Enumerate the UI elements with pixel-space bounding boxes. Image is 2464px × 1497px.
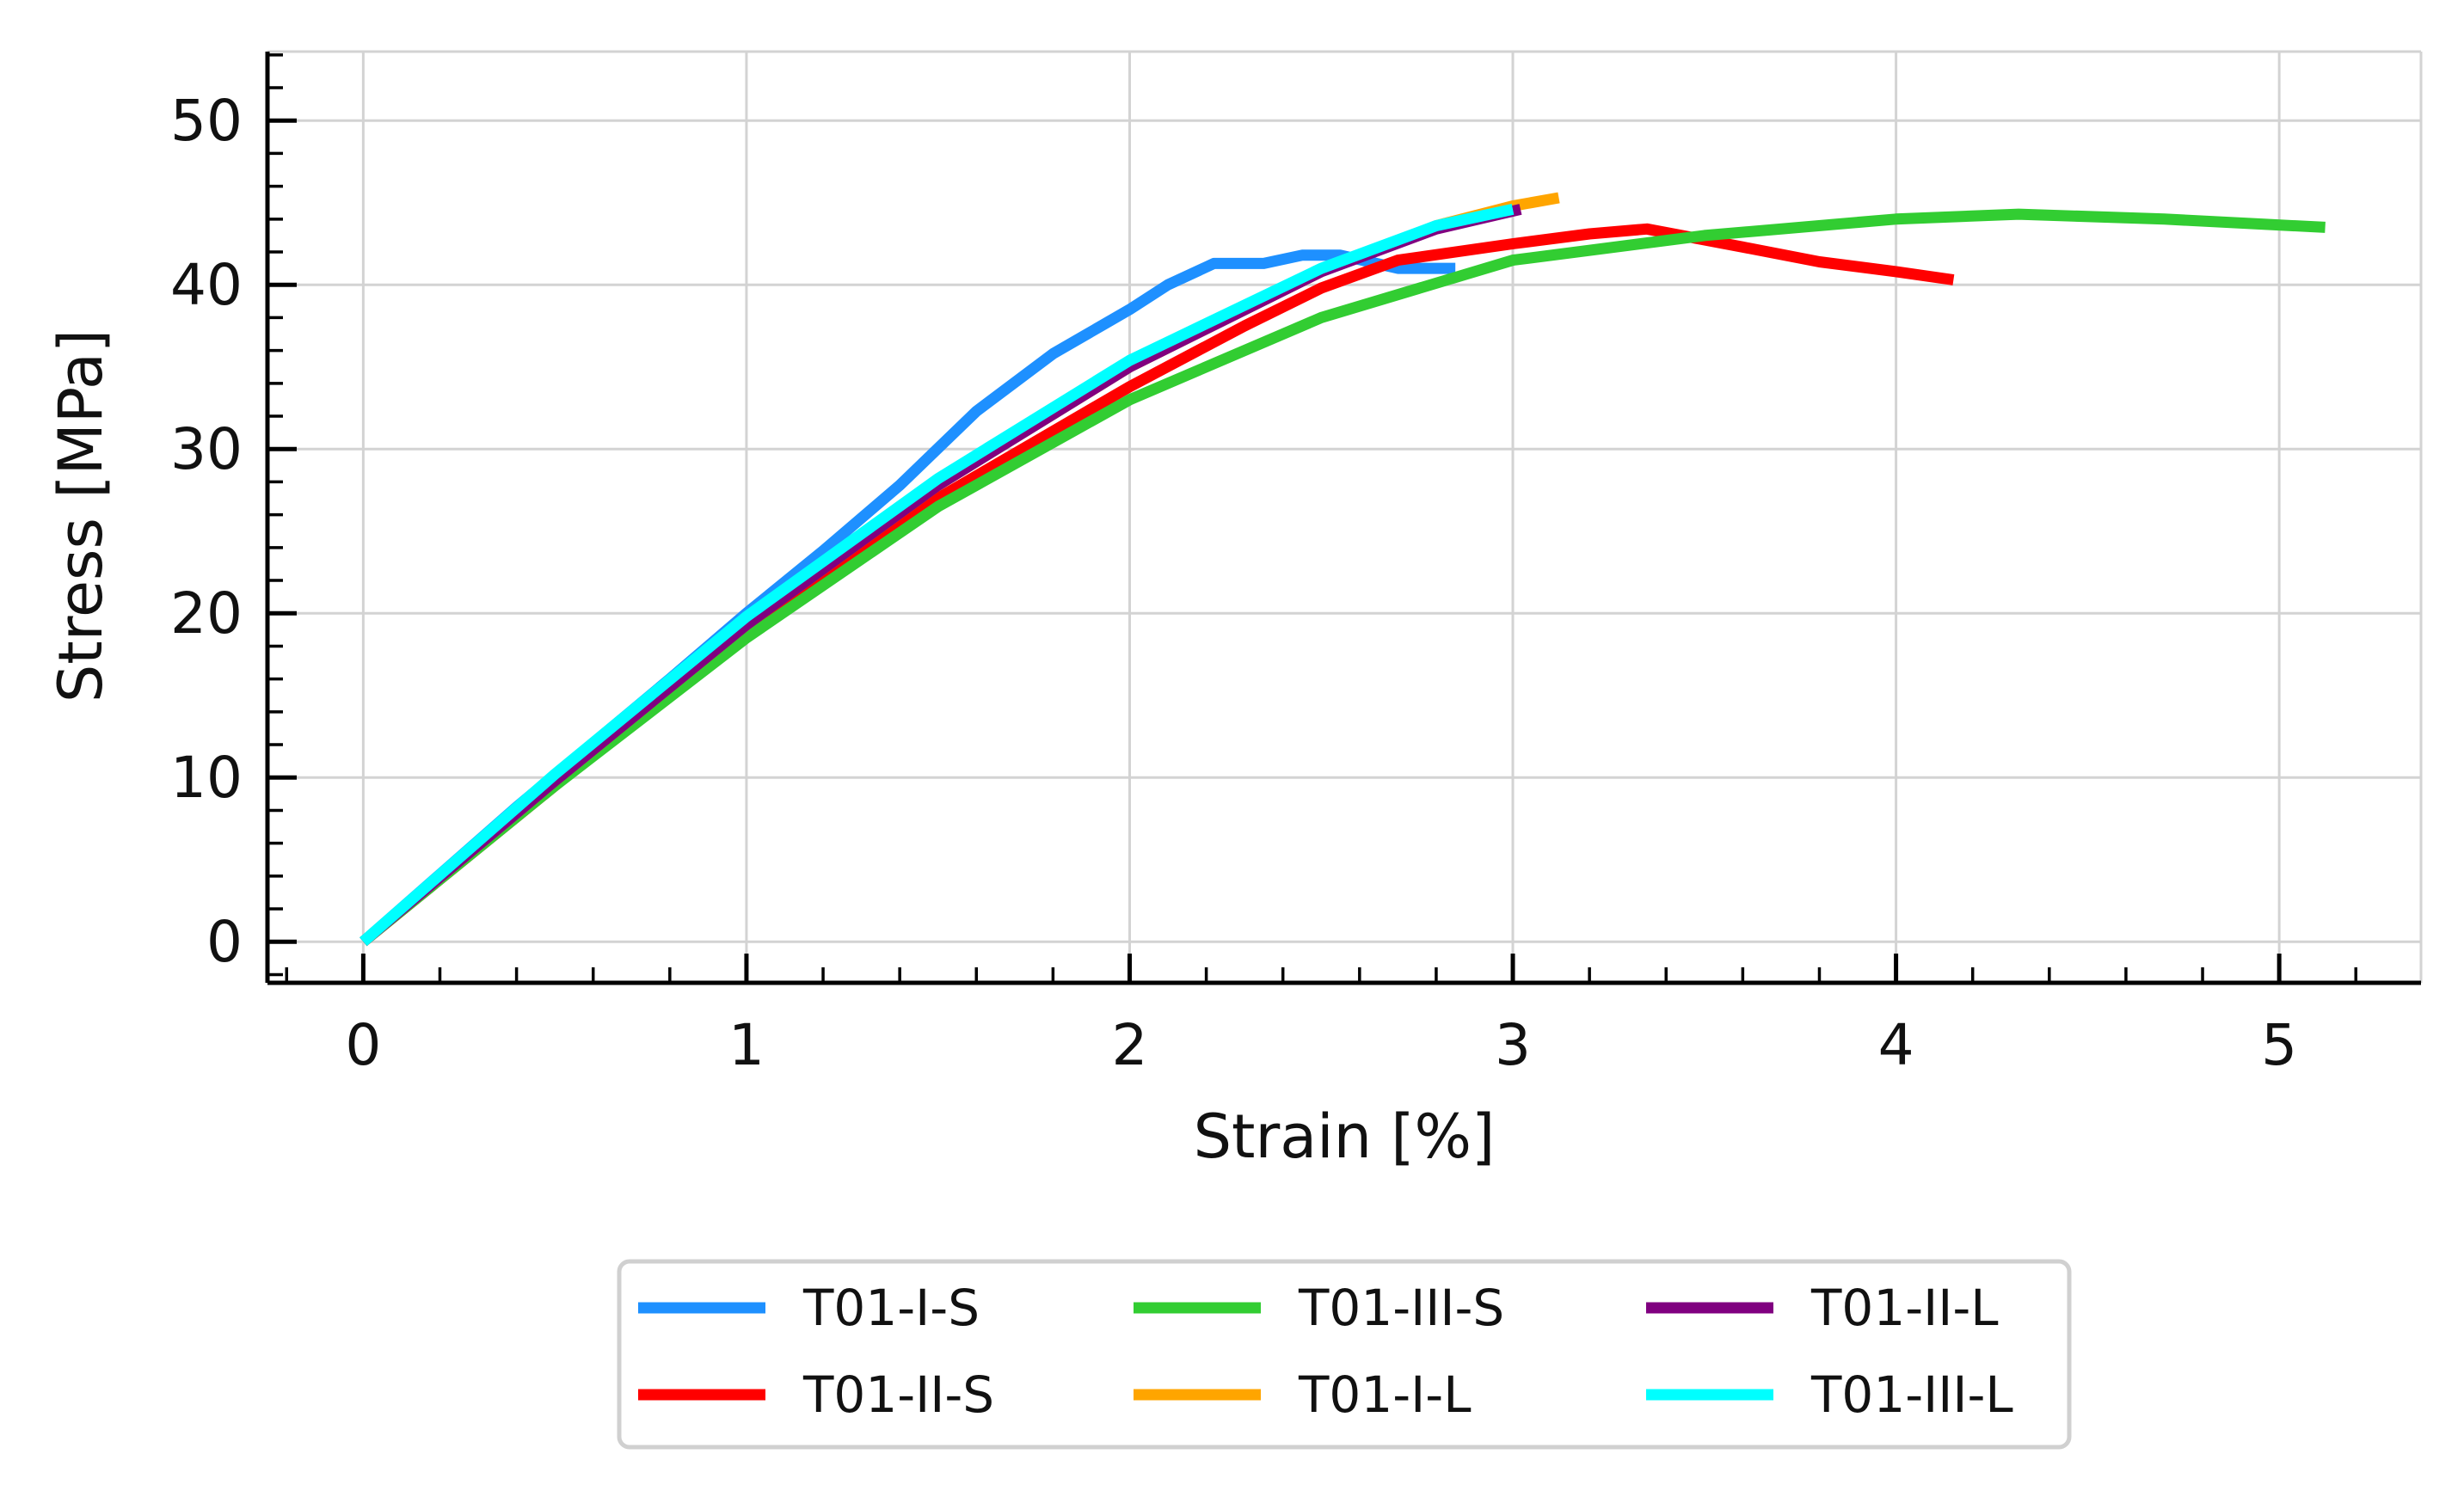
x-tick-label: 5 [2261, 1012, 2297, 1078]
y-tick-label: 20 [170, 580, 243, 647]
y-tick-label: 0 [206, 909, 243, 975]
y-tick-label: 50 [170, 88, 243, 154]
legend-item: T01-I-S [638, 1279, 980, 1337]
legend-label: T01-III-L [1810, 1365, 2013, 1424]
legend-item: T01-II-L [1646, 1279, 1999, 1337]
x-tick-label: 1 [728, 1012, 765, 1078]
legend-item: T01-I-L [1134, 1365, 1472, 1424]
legend-label: T01-I-S [802, 1279, 980, 1337]
x-tick-label: 0 [345, 1012, 381, 1078]
x-tick-label: 3 [1495, 1012, 1531, 1078]
series-layer [359, 192, 2326, 947]
legend-item: T01-III-L [1646, 1365, 2013, 1424]
series-line-t01-ii-s [359, 223, 1955, 947]
x-tick-label: 2 [1111, 1012, 1147, 1078]
tick-marks [267, 53, 2358, 983]
legend-item: T01-II-S [638, 1365, 994, 1424]
y-tick-label: 30 [170, 416, 243, 482]
y-tick-label: 40 [170, 252, 243, 318]
legend: T01-I-S T01-II-S T01-III-S T01-I-L T01-II-L T… [617, 1259, 2072, 1450]
y-tick-label: 10 [170, 745, 243, 811]
y-axis-label: Stress [MPa] [46, 329, 116, 702]
legend-label: T01-II-L [1810, 1279, 1999, 1337]
x-axis-label: Strain [%] [1194, 1101, 1496, 1172]
axes [265, 52, 2421, 985]
x-tick-label: 4 [1878, 1012, 1914, 1078]
legend-label: T01-I-L [1298, 1365, 1472, 1424]
legend-label: T01-II-S [802, 1365, 994, 1424]
series-line-t01-iii-l [359, 204, 1515, 947]
legend-item: T01-III-S [1134, 1279, 1504, 1337]
legend-label: T01-III-S [1298, 1279, 1504, 1337]
series-line-t01-iii-s [359, 208, 2326, 947]
